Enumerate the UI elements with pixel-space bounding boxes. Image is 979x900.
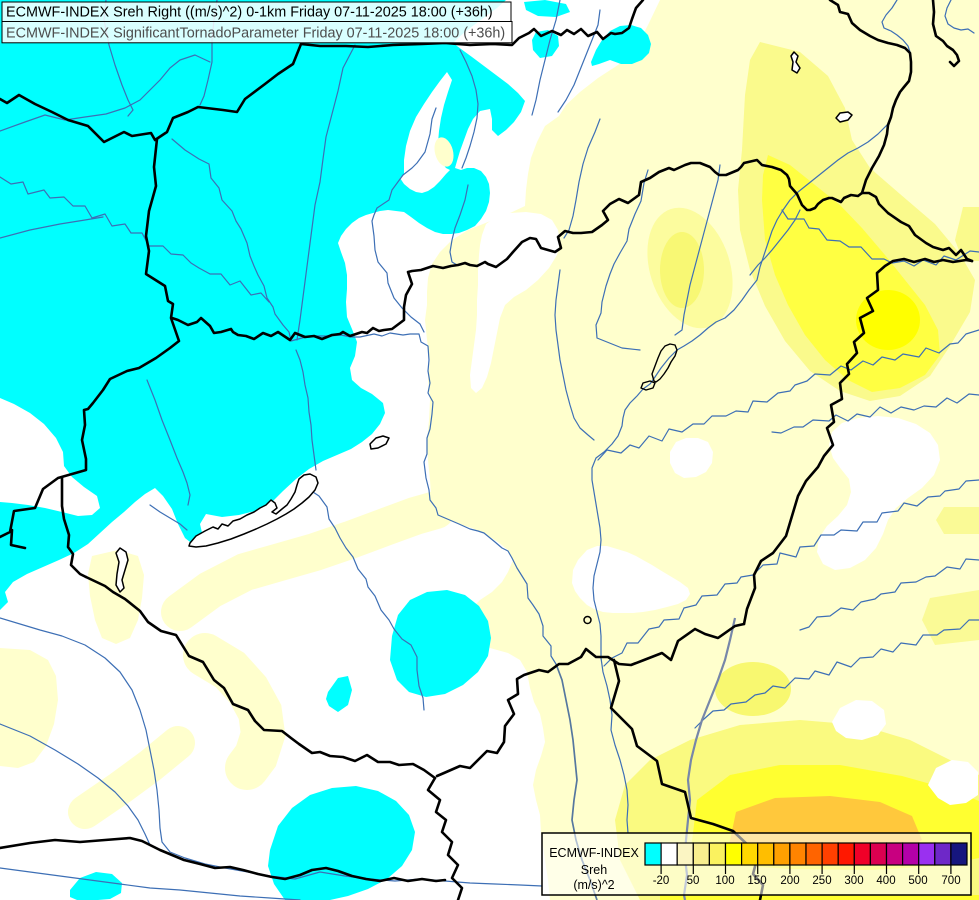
svg-text:500: 500 (908, 875, 927, 887)
svg-text:200: 200 (780, 875, 799, 887)
svg-text:Sreh: Sreh (581, 863, 607, 877)
svg-text:400: 400 (876, 875, 895, 887)
svg-text:ECMWF-INDEX: ECMWF-INDEX (549, 846, 639, 860)
svg-text:250: 250 (812, 875, 831, 887)
svg-text:700: 700 (941, 875, 960, 887)
svg-text:50: 50 (687, 875, 700, 887)
svg-text:300: 300 (844, 875, 863, 887)
svg-text:ECMWF-INDEX Sreh Right ((m/s)^: ECMWF-INDEX Sreh Right ((m/s)^2) 0-1km F… (6, 5, 493, 21)
svg-text:(m/s)^2: (m/s)^2 (573, 878, 614, 892)
svg-text:150: 150 (747, 875, 766, 887)
svg-text:-20: -20 (653, 875, 670, 887)
svg-text:100: 100 (715, 875, 734, 887)
svg-text:ECMWF-INDEX SignificantTornado: ECMWF-INDEX SignificantTornadoParameter … (6, 26, 505, 42)
